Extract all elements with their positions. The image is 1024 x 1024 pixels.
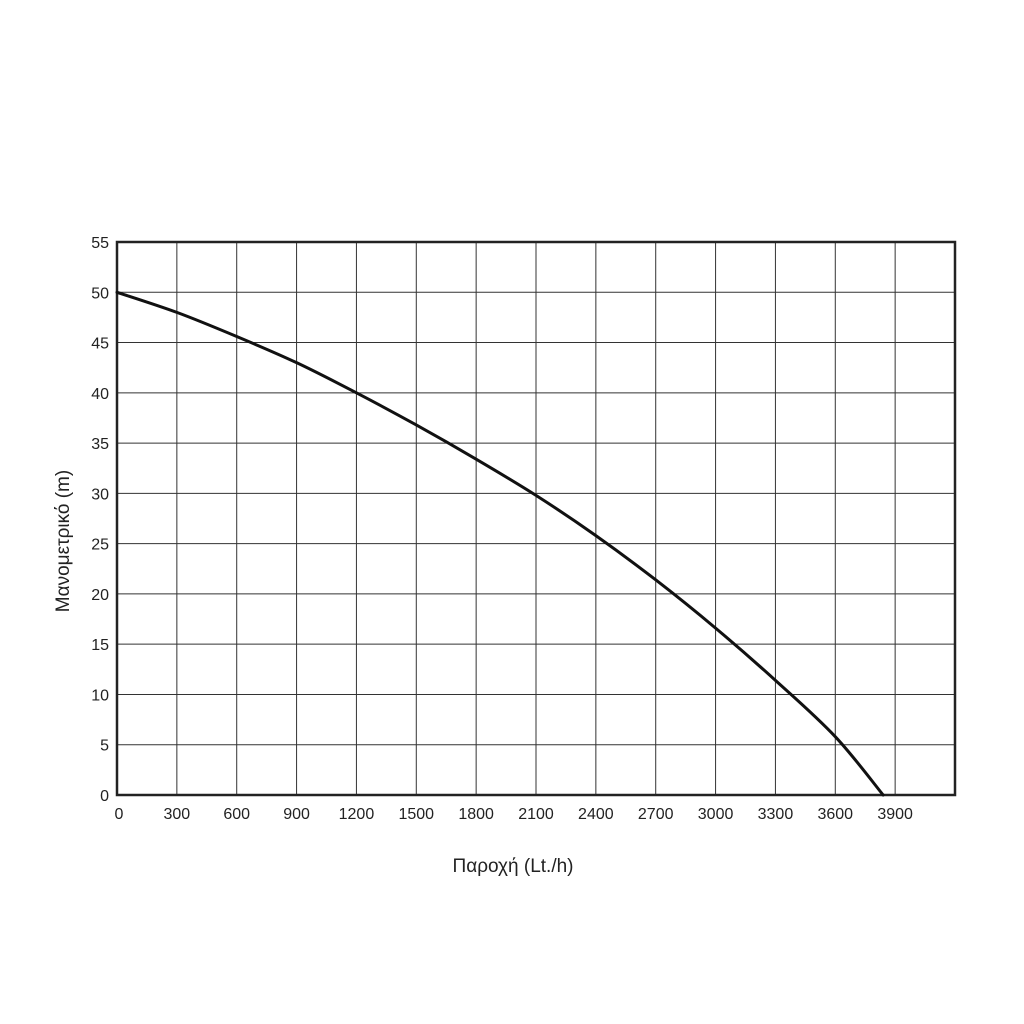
series-layer [115,290,885,797]
grid [117,242,955,795]
y-tick-label: 55 [91,235,109,252]
x-tick-label: 3300 [758,806,794,823]
x-tick-label: 3600 [817,806,853,823]
x-tick-label: 1800 [458,806,494,823]
x-axis-title: Παροχή (Lt./h) [452,856,573,877]
y-axis-title: Μανομετρικό (m) [53,470,74,612]
x-tick-label: 1500 [398,806,434,823]
y-tick-label: 20 [91,587,109,604]
x-axis-tick-labels: 0 300 600 900 1200 1500 1800 2100 2400 2700 3000 33… [115,806,913,823]
y-tick-label: 25 [91,537,109,554]
y-tick-label: 30 [91,486,109,503]
y-tick-label: 40 [91,386,109,403]
plot-frame [115,240,957,797]
x-tick-label: 2700 [638,806,674,823]
x-tick-label: 1200 [339,806,375,823]
y-tick-label: 45 [91,336,109,353]
y-tick-label: 15 [91,637,109,654]
y-tick-label: 50 [91,285,109,302]
x-tick-label: 3000 [698,806,734,823]
x-tick-label: 2100 [518,806,554,823]
x-tick-label: 300 [164,806,191,823]
y-tick-label: 5 [100,738,109,755]
y-tick-label: 35 [91,436,109,453]
series-line [115,290,885,797]
x-tick-label: 0 [115,806,124,823]
x-tick-label: 600 [223,806,250,823]
y-axis-tick-labels: 0 5 10 15 20 25 30 35 40 45 50 55 [91,235,109,805]
x-tick-label: 900 [283,806,310,823]
x-tick-label: 3900 [877,806,913,823]
y-tick-label: 10 [91,687,109,704]
x-tick-label: 2400 [578,806,614,823]
y-tick-label: 0 [100,788,109,805]
